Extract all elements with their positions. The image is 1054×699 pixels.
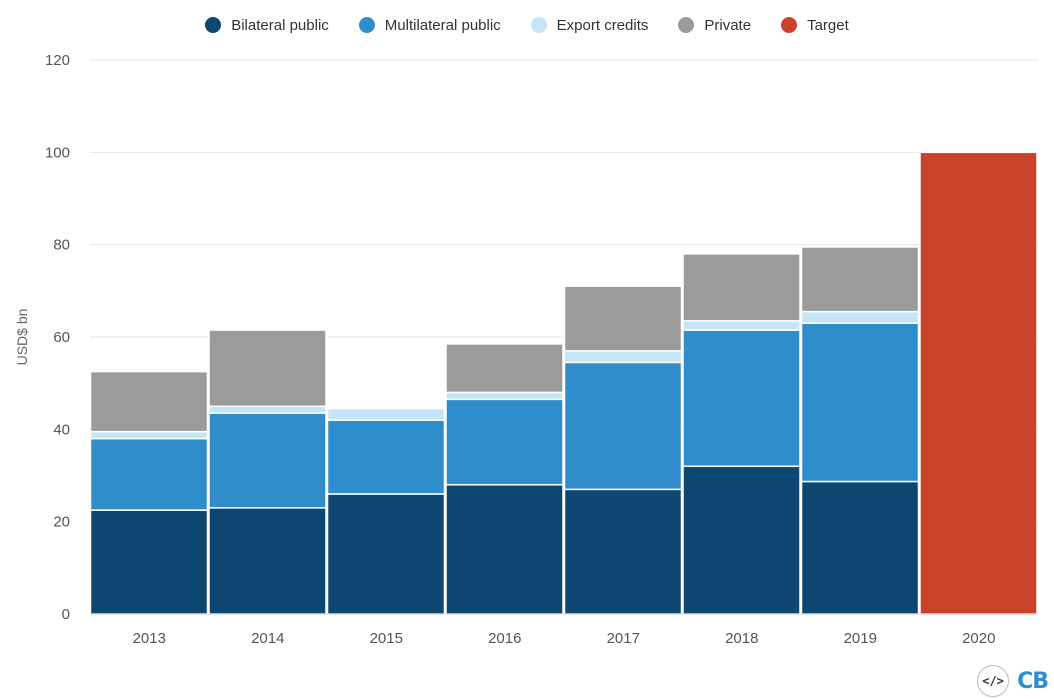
legend-swatch — [781, 17, 798, 33]
y-tick-label: 60 — [53, 329, 70, 346]
legend: Bilateral public Multilateral public Expor… — [0, 8, 1054, 42]
y-tick-label: 80 — [53, 237, 70, 254]
carbon-brief-logo: CB — [1017, 668, 1049, 694]
y-tick-label: 100 — [45, 144, 70, 161]
bar-segment — [563, 488, 683, 615]
legend-swatch — [678, 17, 695, 33]
bar-segment — [682, 329, 801, 468]
legend-item: Export credits — [530, 16, 649, 34]
bar-segment — [800, 310, 920, 324]
x-tick-label: 2020 — [962, 630, 995, 647]
bar-segment — [89, 437, 209, 511]
x-tick-label: 2019 — [844, 630, 877, 647]
legend-item: Multilateral public — [358, 16, 501, 34]
y-tick-label: 0 — [62, 606, 70, 623]
legend-swatch — [205, 17, 222, 33]
bar-segment — [563, 350, 683, 364]
bar-segment — [800, 480, 920, 615]
bar-segment — [445, 343, 564, 394]
legend-item: Target — [781, 17, 849, 34]
bar-segment — [326, 419, 446, 495]
bar-segment — [89, 370, 209, 433]
x-tick-label: 2018 — [725, 630, 758, 647]
bar-segment — [89, 509, 209, 615]
branding: </> CB — [977, 665, 1049, 697]
legend-swatch — [530, 17, 547, 33]
legend-label: Target — [807, 16, 849, 34]
bar-segment — [445, 398, 564, 486]
bar-segment — [682, 320, 801, 331]
legend-item: Bilateral public — [205, 17, 329, 34]
bar-segment — [326, 407, 446, 421]
legend-label: Bilateral public — [231, 16, 329, 34]
bar-segment — [208, 329, 327, 408]
legend-label: Export credits — [556, 16, 649, 34]
bar-segment — [208, 405, 327, 414]
x-tick-label: 2015 — [370, 630, 403, 647]
bar-segment — [919, 151, 1038, 615]
legend-swatch — [358, 17, 375, 33]
bar-segment — [682, 253, 801, 322]
bar-segment — [800, 322, 920, 483]
legend-item: Private — [678, 17, 751, 34]
legend-label: Multilateral public — [384, 16, 501, 34]
legend-label: Private — [704, 16, 752, 34]
x-tick-label: 2013 — [133, 630, 166, 647]
y-tick-label: 20 — [53, 514, 70, 531]
x-tick-label: 2016 — [488, 630, 521, 647]
x-tick-label: 2017 — [607, 630, 640, 647]
x-tick-label: 2014 — [251, 630, 284, 647]
bar-segment — [563, 285, 683, 352]
bar-segment — [445, 391, 564, 401]
bar-segment — [89, 430, 209, 440]
bar-segment — [326, 493, 446, 615]
bar-segment — [563, 361, 683, 491]
bar-segment — [445, 483, 564, 615]
y-tick-label: 40 — [53, 421, 70, 438]
y-axis-title: USD$ bn — [14, 309, 30, 366]
bar-segment — [800, 246, 920, 313]
y-tick-label: 120 — [45, 52, 70, 69]
bar-segment — [208, 507, 327, 615]
bar-segment — [208, 412, 327, 509]
embed-icon[interactable]: </> — [977, 665, 1010, 697]
bar-segment — [682, 465, 801, 615]
